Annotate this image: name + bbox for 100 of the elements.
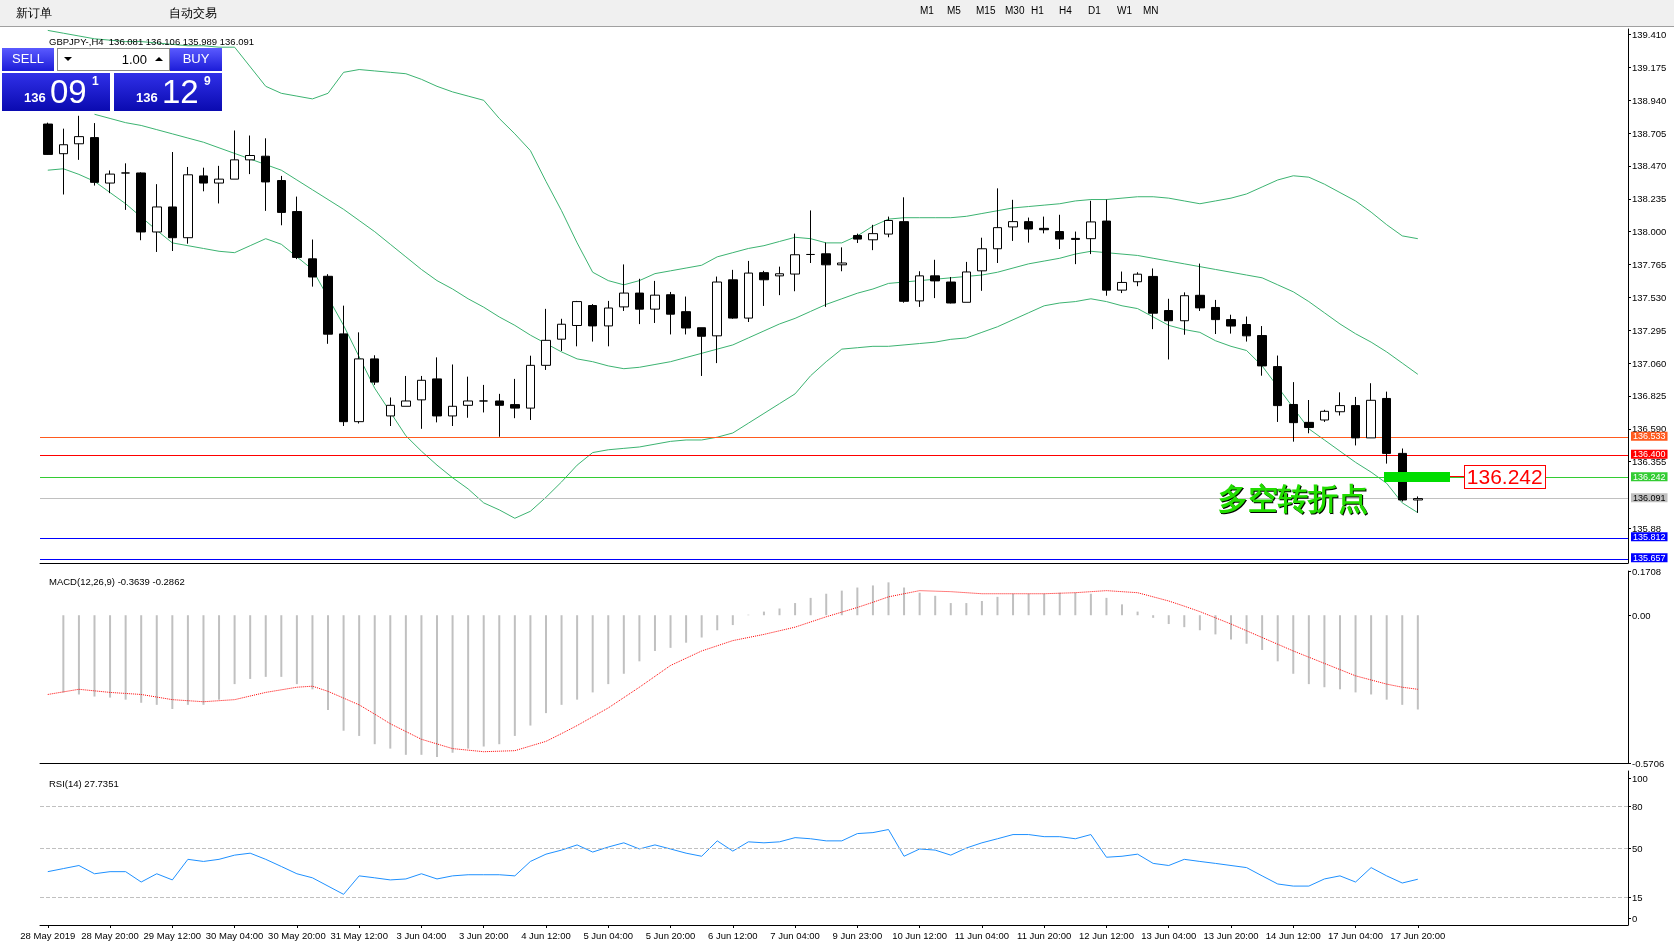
bar	[560, 615, 563, 705]
bar	[327, 615, 330, 711]
candlestick	[853, 233, 862, 244]
x-tick-label: 17 Jun 20:00	[1390, 929, 1446, 941]
bar	[109, 615, 112, 698]
x-tick-label: 5 Jun 04:00	[583, 929, 634, 941]
y-tick-label: 138.705	[1632, 127, 1667, 139]
y-tick-label: 139.175	[1632, 61, 1667, 73]
x-tick-label: 14 Jun 12:00	[1265, 929, 1321, 941]
candlestick	[230, 129, 239, 180]
candlestick	[759, 270, 769, 307]
candlestick	[292, 196, 302, 260]
bar	[264, 615, 267, 677]
candlestick	[354, 331, 364, 424]
bar	[1307, 615, 1310, 685]
x-tick-label: 28 May 2019	[20, 929, 76, 941]
bar	[1292, 615, 1295, 674]
y-tick-label: 136.825	[1632, 390, 1667, 402]
x-tick-label: 5 Jun 20:00	[645, 929, 696, 941]
candlestick	[1086, 200, 1096, 255]
text: M30	[1005, 5, 1025, 16]
annotation: SELL	[2, 48, 54, 71]
bar	[669, 615, 672, 648]
text: RSI(14) 27.7351	[49, 777, 119, 789]
candlestick	[183, 166, 193, 245]
ref-line-label: 136.533	[1633, 431, 1666, 442]
bar	[1230, 615, 1232, 640]
bar	[949, 603, 952, 616]
bar	[1354, 615, 1357, 693]
bar	[498, 615, 501, 745]
candlestick	[495, 393, 504, 438]
candlestick	[1102, 199, 1111, 297]
candlestick	[323, 273, 333, 345]
bar	[358, 615, 361, 736]
annotation: 12	[162, 73, 199, 111]
x-tick-label: 17 Jun 04:00	[1328, 929, 1384, 941]
annotation: 136.242	[1463, 465, 1546, 490]
candlestick	[199, 167, 208, 192]
bar	[342, 615, 345, 731]
bar	[233, 615, 236, 685]
bar	[1058, 592, 1061, 616]
candlestick	[993, 187, 1002, 264]
bar	[1261, 615, 1264, 650]
bar	[1152, 615, 1155, 618]
bar	[1338, 615, 1341, 690]
candlestick	[43, 122, 53, 156]
x-tick-label: 28 May 20:00	[81, 929, 139, 941]
bar	[653, 615, 656, 651]
y-tick-label: 0	[1632, 912, 1638, 924]
bar	[218, 615, 221, 700]
x-tick-label: 30 May 04:00	[205, 929, 264, 941]
bar	[513, 615, 516, 736]
text: W1	[1117, 5, 1132, 16]
candlestick	[1413, 495, 1423, 514]
candlestick	[572, 300, 582, 347]
bar	[731, 615, 734, 626]
candlestick	[1382, 391, 1391, 465]
x-tick-label: 11 Jun 20:00	[1017, 929, 1072, 941]
bar	[887, 582, 890, 616]
ref-line-label: 135.657	[1633, 552, 1666, 563]
candlestick	[339, 305, 348, 427]
bar	[918, 592, 921, 616]
text: 自动交易	[169, 5, 217, 22]
candlestick	[541, 308, 551, 371]
candlestick	[790, 233, 800, 292]
candlestick	[308, 239, 317, 288]
annotation: 136	[136, 90, 158, 105]
candlestick	[1273, 355, 1282, 423]
candlestick	[728, 269, 738, 320]
bar	[1167, 615, 1170, 625]
candlestick	[1351, 396, 1360, 446]
y-tick-label: 138.940	[1632, 94, 1667, 106]
candlestick	[650, 280, 660, 324]
candlestick	[510, 378, 520, 419]
candlestick	[1289, 381, 1298, 443]
candlestick	[1055, 214, 1064, 250]
candlestick	[1195, 263, 1205, 312]
bar	[576, 615, 579, 700]
text: M5	[947, 5, 961, 16]
candlestick	[744, 260, 753, 323]
text: M15	[976, 5, 996, 16]
bar	[404, 615, 407, 755]
y-tick-label: 0.1708	[1632, 565, 1662, 577]
y-tick-label: 137.765	[1632, 259, 1667, 271]
x-tick-label: 30 May 20:00	[268, 929, 326, 941]
candlestick	[1242, 316, 1251, 343]
bar	[871, 585, 874, 616]
candlestick	[557, 318, 566, 352]
bar	[451, 615, 454, 753]
x-tick-label: 4 Jun 12:00	[521, 929, 571, 941]
bar	[1401, 615, 1404, 705]
bar	[1121, 604, 1124, 616]
candlestick	[635, 278, 644, 325]
ref-line-label: 136.400	[1633, 449, 1666, 460]
bar	[903, 587, 906, 616]
annotation: 09	[50, 73, 87, 111]
x-tick-label: 10 Jun 12:00	[892, 929, 948, 941]
candlestick	[806, 209, 815, 264]
candlestick	[837, 246, 847, 272]
bar	[809, 597, 812, 616]
